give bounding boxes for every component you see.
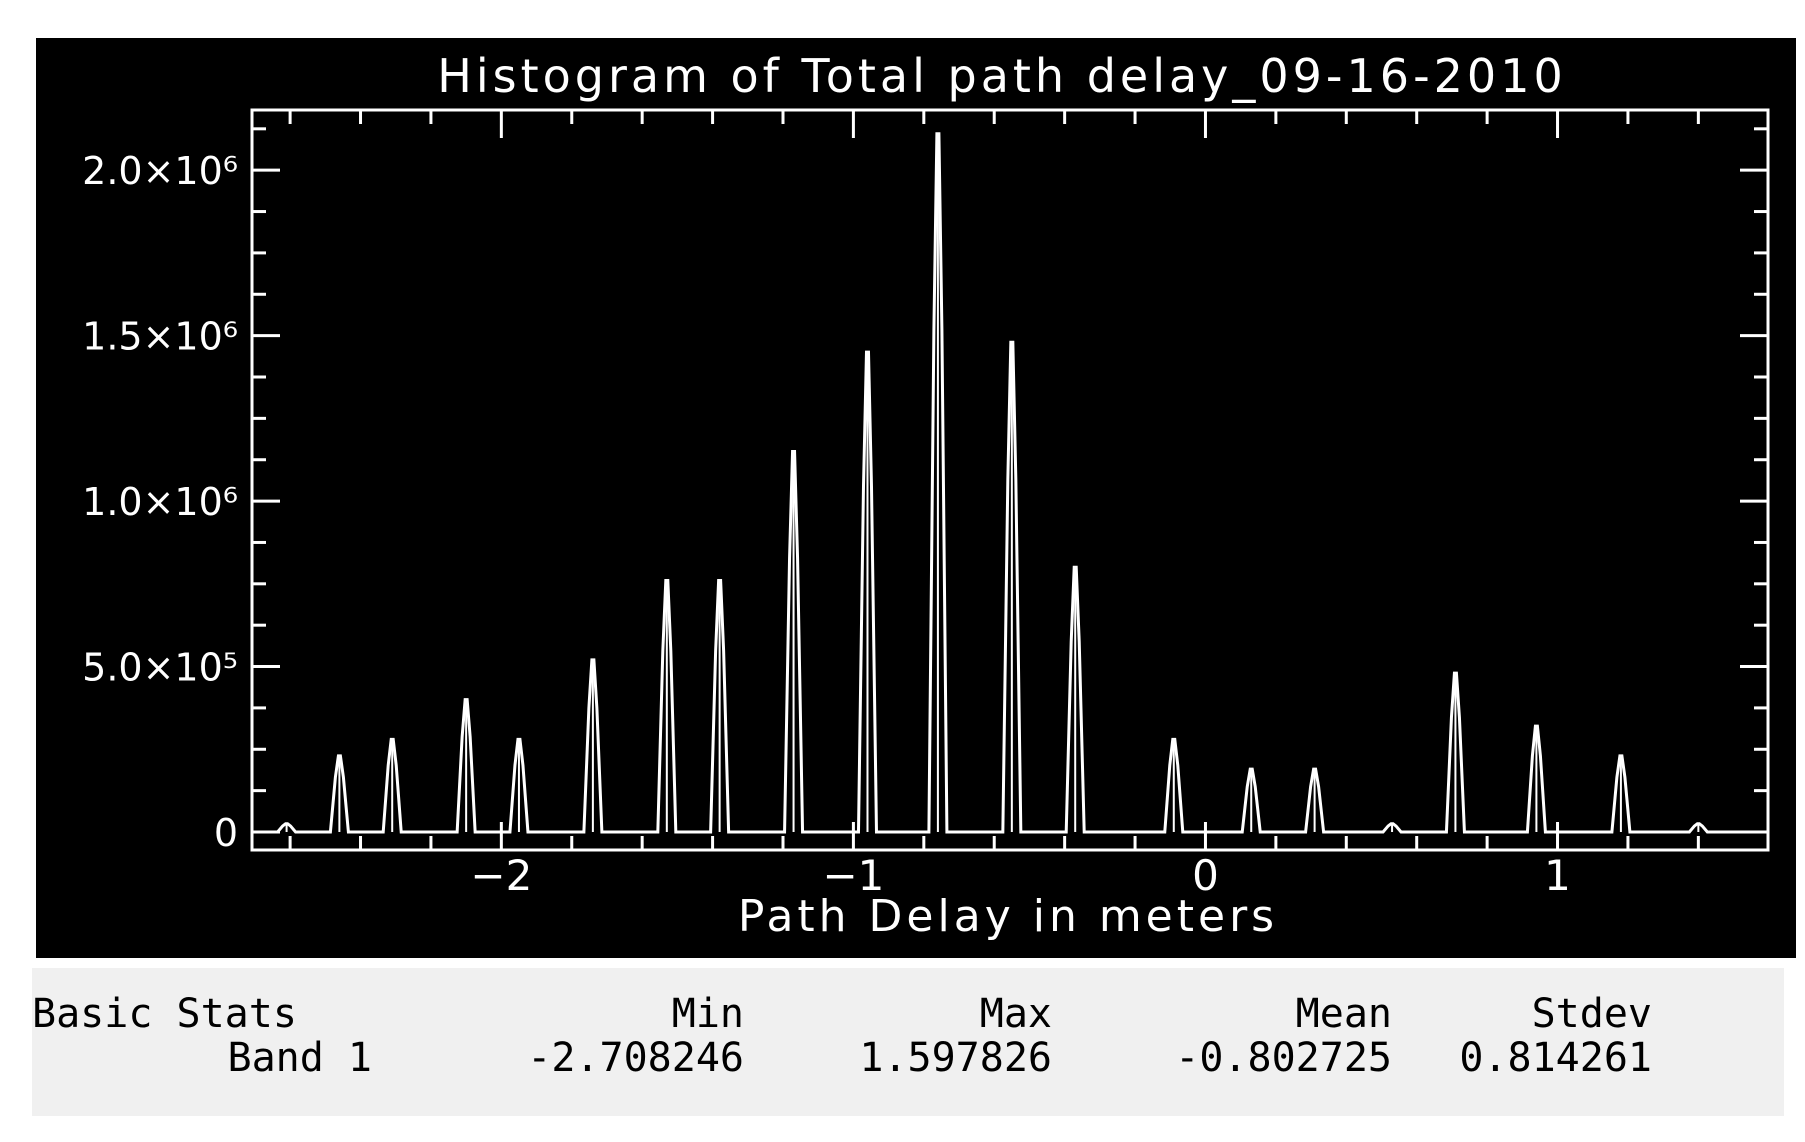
plot-frame — [250, 108, 1770, 852]
y-tick-label: 1.0×10⁶ — [82, 480, 238, 524]
x-tick-label: 0 — [1192, 851, 1219, 900]
stats-band-stdev: 0.814261 — [1459, 1035, 1652, 1081]
x-tick-label: −2 — [470, 851, 532, 900]
y-tick-label: 5.0×10⁵ — [82, 646, 238, 690]
x-axis-label: Path Delay in meters — [738, 891, 1278, 942]
stats-header-mean: Mean — [1295, 991, 1392, 1037]
y-tick-label: 1.5×10⁶ — [82, 315, 238, 359]
stats-header-stdev: Stdev — [1531, 991, 1652, 1037]
histogram-outline — [252, 132, 1768, 834]
plot-window: Histogram of Total path delay_09-16-2010… — [36, 38, 1796, 958]
x-tick-label: −1 — [822, 851, 884, 900]
x-tick-label: 1 — [1544, 851, 1571, 900]
stats-header-min: Min — [671, 991, 744, 1037]
stats-band-mean: -0.802725 — [1175, 1035, 1392, 1081]
y-tick-label: 0 — [214, 811, 238, 855]
ticks-layer — [252, 110, 1768, 850]
histogram-marks — [252, 132, 1768, 834]
stats-header-max: Max — [979, 991, 1052, 1037]
basic-stats-panel: Basic Stats Min Max Mean Stdev Band 1 -2… — [32, 968, 1784, 1116]
histogram-chart: Histogram of Total path delay_09-16-2010… — [82, 49, 1770, 942]
stats-band-max: 1.597826 — [859, 1035, 1052, 1081]
tick-labels: 0 5.0×10⁵ 1.0×10⁶ 1.5×10⁶ 2.0×10⁶ −2 −1 0 1 — [82, 149, 1571, 900]
y-tick-label: 2.0×10⁶ — [82, 149, 238, 193]
stats-band-label: Band 1 — [227, 1035, 373, 1081]
stats-band-min: -2.708246 — [527, 1035, 744, 1081]
chart-title: Histogram of Total path delay_09-16-2010 — [437, 49, 1566, 103]
stats-header-label: Basic Stats — [32, 991, 297, 1037]
